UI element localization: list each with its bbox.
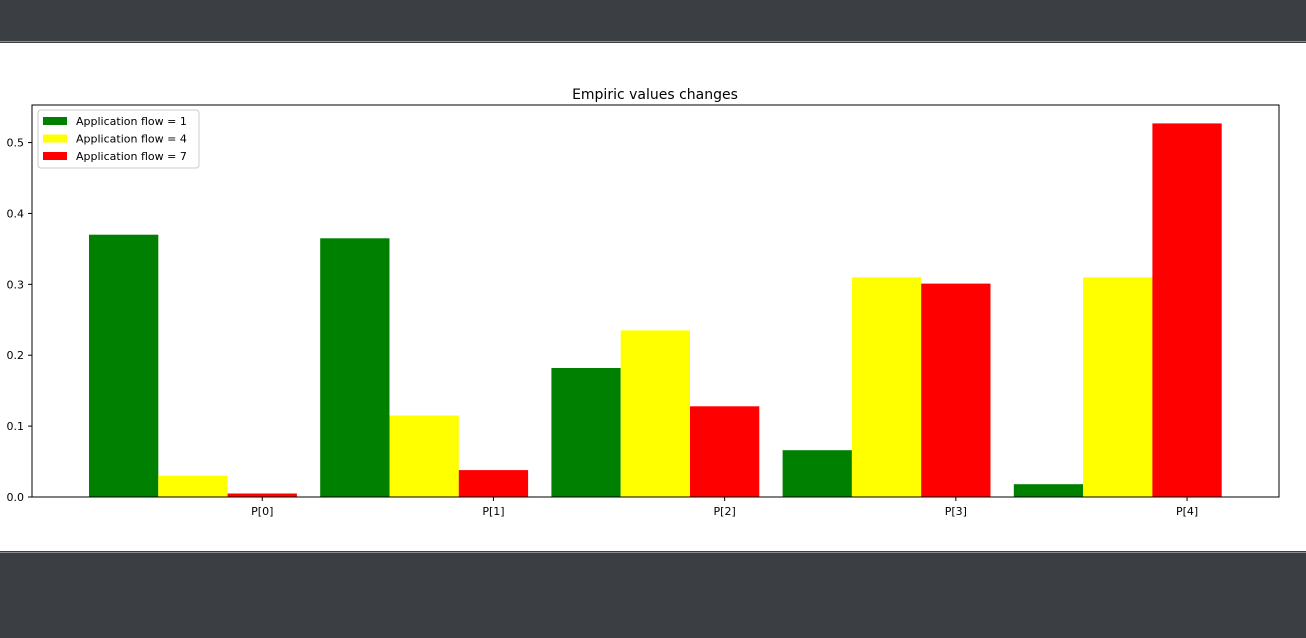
bar-P[1]-series-0 [320,238,390,498]
bar-P[0]-series-0 [89,234,159,497]
y-axis: 0.0 0.1 0.2 0.3 0.4 0.5 [7,137,32,504]
chart-title: Empiric values changes [572,87,738,103]
x-axis: P[0] P[1] P[2] P[3] P[4] [251,497,1198,518]
bottom-panel [0,552,1306,638]
y-tick-label: 0.3 [7,278,25,291]
bar-P[3]-series-0 [782,450,852,497]
x-tick-label: P[0] [251,505,273,518]
x-tick-label: P[1] [482,505,504,518]
y-tick-label: 0.1 [7,420,25,433]
bar-P[3]-series-1 [851,277,922,497]
legend-box [37,109,200,169]
bar-chart: Empiric values changes 0.00.10.20.30.40.… [7,87,1280,518]
legend-swatch [43,117,67,125]
bar-P[2]-series-2 [690,406,760,497]
top-toolbar [0,0,1306,42]
bar-P[3]-series-2 [921,283,991,497]
y-tick-label: 0.5 [7,137,25,150]
axes-frame [31,104,1280,498]
legend-label: Application flow = 7 [76,150,187,163]
bar-P[4]-series-2 [1152,123,1222,498]
y-tick-label: 0.4 [7,207,25,220]
legend-label: Application flow = 1 [76,115,187,128]
bar-P[4]-series-1 [1083,277,1153,497]
legend-swatch [43,134,67,143]
bar-P[2]-series-1 [620,330,690,497]
figure-canvas: Empiric values changes 0.0 0.1 0.2 0.3 0.4 0.… [0,43,1306,551]
x-tick-label: P[4] [1176,505,1198,518]
bar-P[4]-series-0 [1013,484,1084,497]
bar-P[0]-series-1 [158,475,228,497]
y-tick-label: 0.2 [7,349,25,362]
legend-label: Application flow = 4 [76,133,187,146]
bar-P[1]-series-2 [458,470,529,497]
x-tick-label: P[2] [714,505,736,518]
bar-P[2]-series-0 [551,368,621,497]
legend: Application flow = 1 Application flow = 4… [37,109,200,169]
bars-group [89,123,1222,498]
bar-P[0]-series-2 [227,493,297,497]
x-tick-label: P[3] [945,505,967,518]
bar-P[1]-series-1 [389,415,459,497]
y-tick-label: 0.0 [7,491,25,504]
legend-swatch [43,152,67,160]
